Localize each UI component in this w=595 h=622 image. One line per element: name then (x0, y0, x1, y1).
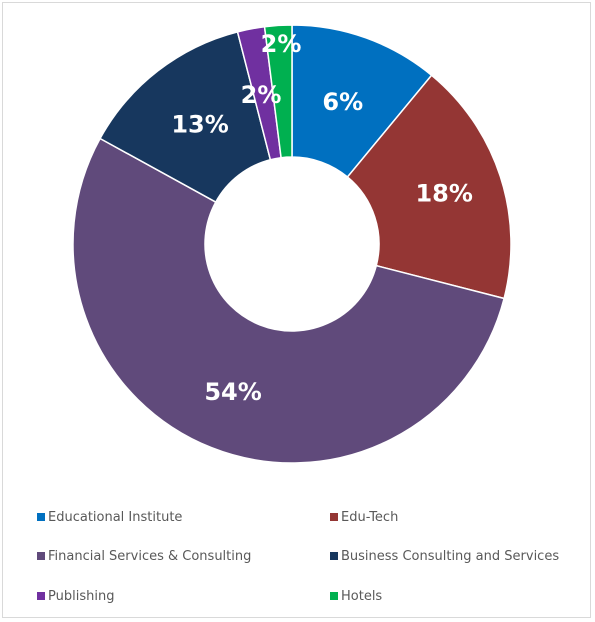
data-label-financial-services: 54% (204, 378, 261, 406)
data-label-edu-tech: 18% (415, 180, 472, 208)
slice-edu-tech (346, 74, 512, 300)
slice-educational-institute (291, 24, 433, 179)
data-label-business-consulting: 13% (171, 110, 228, 138)
slice-financial-services (72, 137, 506, 464)
data-label-hotels: 2% (261, 30, 302, 58)
donut-slices (72, 24, 512, 464)
data-label-publishing: 2% (241, 81, 282, 109)
slice-hotels (263, 24, 293, 159)
donut-data-labels: 6% 18% 54% 13% 2% 2% (171, 30, 473, 406)
data-label-educational-institute: 6% (322, 88, 363, 116)
slice-business-consulting (99, 30, 272, 204)
